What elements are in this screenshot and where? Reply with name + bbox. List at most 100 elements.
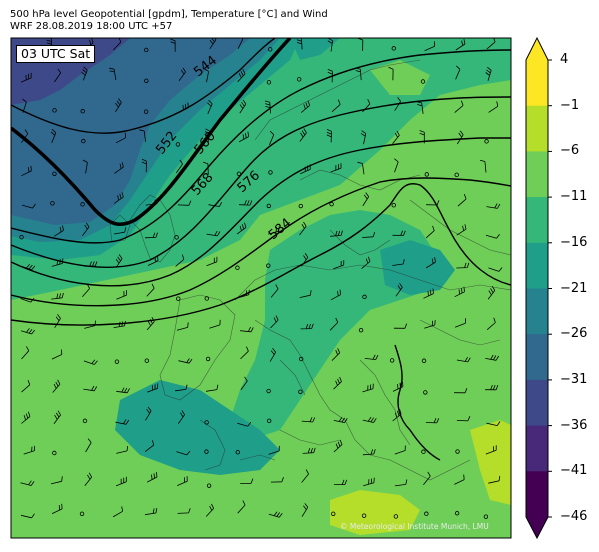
wind-calm-circle bbox=[204, 296, 210, 301]
wind-barb bbox=[330, 289, 341, 301]
wind-barb bbox=[147, 472, 158, 483]
wind-calm-circle bbox=[391, 202, 396, 208]
wind-barb bbox=[456, 262, 470, 269]
wind-calm-circle bbox=[361, 513, 367, 518]
wind-barb bbox=[457, 194, 467, 207]
wind-barb bbox=[20, 72, 32, 83]
wind-barb bbox=[300, 164, 311, 175]
wind-barb bbox=[238, 289, 250, 299]
wind-calm-circle bbox=[298, 356, 304, 362]
wind-calm-circle bbox=[362, 294, 367, 300]
wind-barb bbox=[115, 132, 127, 144]
colorbar-tick-label: −26 bbox=[560, 326, 588, 342]
wind-barb bbox=[426, 200, 440, 206]
wind-barb bbox=[115, 254, 123, 268]
colorbar-segment bbox=[526, 379, 548, 427]
wind-barb bbox=[204, 128, 211, 143]
wind-barb bbox=[240, 478, 254, 484]
wind-barb bbox=[423, 288, 434, 299]
wind-barb bbox=[456, 130, 464, 145]
wind-barb bbox=[456, 356, 471, 363]
wind-barb bbox=[209, 319, 221, 329]
wind-barb bbox=[146, 317, 155, 331]
wind-barb bbox=[425, 225, 435, 239]
wind-barb bbox=[485, 354, 500, 361]
wind-barb bbox=[176, 450, 191, 456]
wind-barb bbox=[454, 474, 465, 485]
wind-barb bbox=[362, 231, 376, 238]
wind-barb bbox=[454, 100, 464, 113]
wind-calm-circle bbox=[484, 139, 489, 144]
wind-barb bbox=[486, 421, 501, 426]
wind-barb bbox=[300, 323, 314, 330]
wind-barb bbox=[269, 130, 275, 145]
wind-barb bbox=[51, 258, 64, 267]
wind-barb bbox=[206, 256, 218, 267]
wind-barb bbox=[364, 354, 379, 360]
wind-barb bbox=[268, 511, 283, 518]
colorbar-tick-label: −21 bbox=[560, 280, 588, 296]
wind-barb bbox=[83, 385, 98, 392]
wind-barb bbox=[145, 198, 159, 206]
wind-barb bbox=[479, 159, 487, 173]
wind-barb bbox=[238, 200, 253, 206]
wind-barb bbox=[21, 263, 36, 271]
wind-barb bbox=[175, 159, 183, 174]
wind-barb bbox=[178, 67, 186, 82]
wind-calm-circle bbox=[268, 170, 273, 175]
wind-barb bbox=[175, 254, 185, 267]
wind-barb bbox=[333, 479, 348, 485]
wind-barb bbox=[355, 67, 362, 81]
wind-barb bbox=[147, 255, 159, 266]
wind-barb bbox=[205, 503, 215, 517]
wind-barb bbox=[362, 383, 374, 393]
wind-barb bbox=[301, 252, 309, 267]
wind-calm-circle bbox=[298, 389, 303, 394]
valid-time-label: 03 UTC Sat bbox=[16, 45, 96, 63]
colorbar-tick-label: −1 bbox=[560, 97, 580, 113]
wind-barb bbox=[331, 348, 341, 361]
wind-barb bbox=[239, 99, 247, 114]
wind-barb bbox=[329, 317, 339, 331]
colorbar-tick-label: −6 bbox=[560, 143, 580, 159]
wind-calm-circle bbox=[114, 359, 120, 364]
wind-barb bbox=[362, 449, 376, 456]
wind-calm-circle bbox=[266, 388, 271, 394]
wind-barb bbox=[486, 317, 496, 331]
wind-barb bbox=[362, 192, 370, 207]
wind-barb bbox=[424, 320, 436, 329]
colorbar-segment bbox=[526, 60, 548, 107]
wind-barb bbox=[21, 380, 31, 393]
colorbar-segment bbox=[526, 242, 548, 289]
temperature-band-cool-east bbox=[380, 240, 455, 295]
wind-calm-circle bbox=[421, 449, 426, 454]
wind-barb bbox=[454, 388, 468, 394]
map-plot bbox=[11, 38, 511, 538]
map-frame bbox=[10, 37, 512, 539]
wind-calm-circle bbox=[424, 511, 429, 516]
wind-calm-circle bbox=[358, 327, 364, 333]
temperature-band-south bbox=[330, 490, 420, 535]
wind-barb bbox=[333, 260, 345, 270]
wind-barb bbox=[392, 259, 405, 266]
colorbar bbox=[525, 36, 552, 540]
wind-barb bbox=[54, 314, 61, 328]
wind-barb bbox=[456, 416, 471, 422]
wind-calm-circle bbox=[144, 358, 150, 363]
wind-barb bbox=[175, 384, 188, 392]
wind-calm-circle bbox=[80, 202, 85, 207]
wind-barb bbox=[21, 411, 31, 424]
wind-barb bbox=[21, 203, 36, 209]
wind-barb bbox=[240, 346, 249, 360]
wind-barb bbox=[423, 471, 431, 486]
wind-barb bbox=[53, 225, 64, 237]
wind-calm-circle bbox=[175, 142, 181, 147]
wind-barb bbox=[363, 477, 375, 487]
wind-calm-circle bbox=[204, 449, 209, 454]
wind-barb bbox=[205, 384, 219, 392]
wind-calm-circle bbox=[176, 296, 181, 301]
wind-barb bbox=[270, 476, 284, 483]
wind-barb bbox=[455, 65, 461, 80]
wind-barb bbox=[237, 421, 252, 427]
